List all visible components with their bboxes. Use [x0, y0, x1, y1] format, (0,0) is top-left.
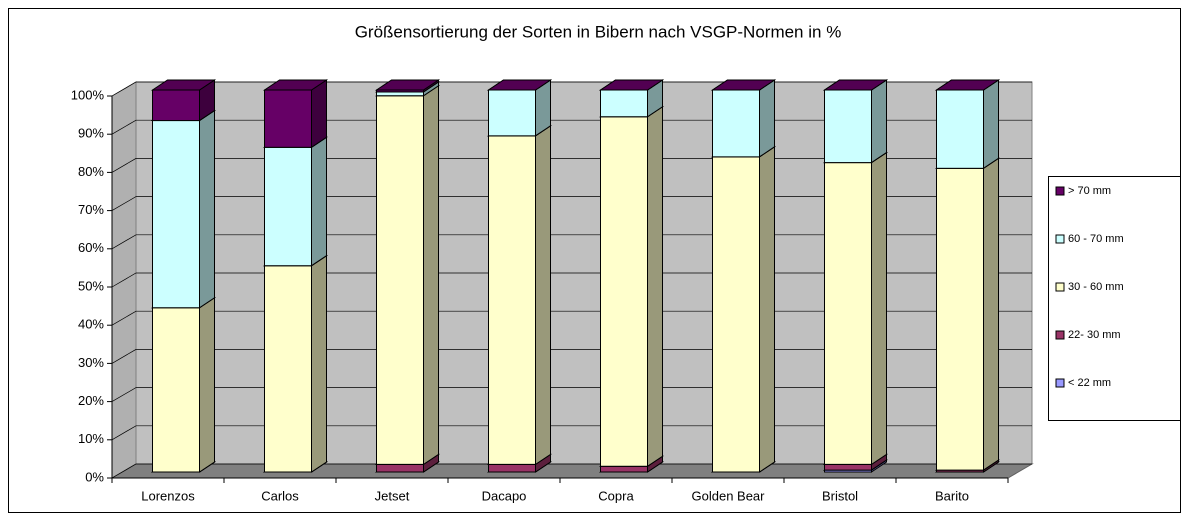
- x-tick-label: Copra: [598, 488, 634, 503]
- y-tick-label: 0%: [85, 469, 104, 484]
- legend-swatch: [1055, 234, 1065, 244]
- bar-side: [759, 145, 775, 473]
- legend-swatch: [1055, 378, 1065, 388]
- y-tick-label: 40%: [78, 317, 104, 332]
- bar-top: [598, 79, 665, 91]
- legend-label: < 22 mm: [1068, 377, 1111, 389]
- bar-side: [311, 136, 327, 267]
- bar-segment: [488, 89, 536, 137]
- bar-segment: [600, 116, 648, 467]
- bar-side: [983, 79, 999, 170]
- bar-side: [535, 124, 551, 466]
- bar-top: [150, 79, 217, 91]
- y-tick-label: 60%: [78, 240, 104, 255]
- bar-segment: [376, 463, 424, 473]
- bar-segment: [152, 89, 200, 122]
- bar-segment: [824, 89, 872, 164]
- y-tick-label: 80%: [78, 164, 104, 179]
- bar-segment: [712, 89, 760, 158]
- bar-side: [423, 84, 439, 466]
- y-tick-label: 20%: [78, 393, 104, 408]
- bar-top: [710, 79, 777, 91]
- x-tick-label: Carlos: [261, 488, 299, 503]
- x-tick-label: Bristol: [822, 488, 858, 503]
- bar-top: [486, 79, 553, 91]
- bar-segment: [264, 89, 312, 148]
- legend-swatch: [1055, 282, 1065, 292]
- x-tick-label: Dacapo: [482, 488, 527, 503]
- x-tick-label: Golden Bear: [692, 488, 766, 503]
- bar-segment: [152, 120, 200, 309]
- y-tick-label: 10%: [78, 431, 104, 446]
- bar-top: [374, 79, 441, 91]
- bar-segment: [600, 89, 648, 118]
- y-tick-label: 70%: [78, 202, 104, 217]
- bar-side: [871, 79, 887, 164]
- x-tick-label: Jetset: [375, 488, 410, 503]
- bar-segment: [936, 89, 984, 169]
- bar-segment: [824, 463, 872, 471]
- bar-segment: [488, 135, 536, 465]
- floor: [110, 463, 1034, 479]
- bar-segment: [264, 146, 312, 267]
- x-tick-label: Barito: [935, 488, 969, 503]
- bar-segment: [152, 307, 200, 473]
- y-tick-label: 30%: [78, 355, 104, 370]
- bar-side: [871, 151, 887, 466]
- legend-swatch: [1055, 186, 1065, 196]
- bar-segment: [376, 91, 424, 97]
- bar-segment: [712, 156, 760, 473]
- legend-label: 22- 30 mm: [1068, 329, 1121, 341]
- x-tick-label: Lorenzos: [141, 488, 195, 503]
- y-tick-label: 50%: [78, 278, 104, 293]
- legend: [1048, 176, 1181, 421]
- bar-top: [262, 79, 329, 91]
- bar-side: [983, 157, 999, 472]
- bar-segment: [600, 465, 648, 473]
- bar-side: [311, 79, 327, 149]
- legend-label: 60 - 70 mm: [1068, 233, 1124, 245]
- y-tick-label: 90%: [78, 126, 104, 141]
- legend-swatch: [1055, 330, 1065, 340]
- legend-label: 30 - 60 mm: [1068, 281, 1124, 293]
- chart-title: Größensortierung der Sorten in Bibern na…: [355, 22, 842, 41]
- bar-segment: [376, 95, 424, 465]
- bar-segment: [264, 265, 312, 473]
- bar-side: [759, 79, 775, 158]
- y-tick-label: 100%: [71, 87, 105, 102]
- bar-side: [199, 296, 215, 473]
- bar-segment: [824, 162, 872, 465]
- bar-segment: [488, 463, 536, 473]
- bar-top: [934, 79, 1001, 91]
- bar-segment: [936, 167, 984, 471]
- bar-side: [199, 109, 215, 309]
- bar-side: [311, 254, 327, 473]
- bar-side: [647, 105, 663, 468]
- legend-label: > 70 mm: [1068, 185, 1111, 197]
- bar-top: [822, 79, 889, 91]
